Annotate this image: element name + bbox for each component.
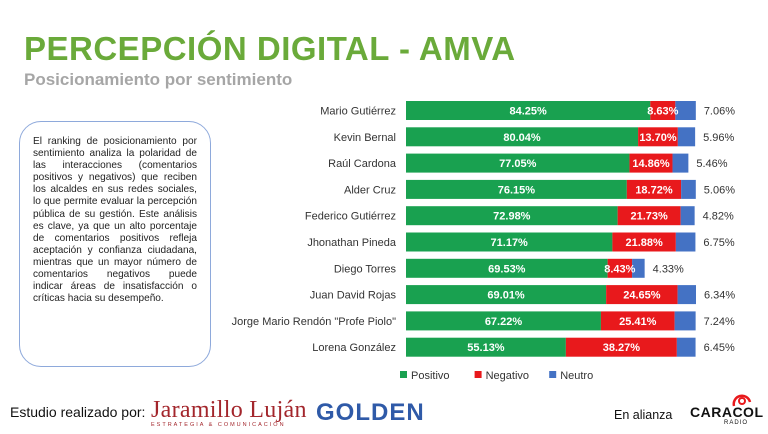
jaramillo-lujan-logo-name: Jaramillo Luján (151, 397, 307, 423)
bar-neutro (675, 101, 696, 120)
bar-neutro (675, 232, 696, 252)
label-negativo: 18.72% (635, 184, 673, 196)
bar-negativo (612, 232, 676, 252)
bar-positivo (406, 153, 630, 173)
legend-swatch-neutro (549, 371, 557, 378)
bar-negativo (606, 285, 678, 305)
label-neutro: 6.75% (703, 237, 734, 249)
caracol-radio-logo: CARACOL RADIO (690, 388, 764, 428)
category-label: Diego Torres (334, 263, 397, 275)
label-negativo: 25.41% (619, 316, 657, 328)
bar-negativo (626, 179, 682, 199)
bar-neutro (680, 206, 695, 226)
label-negativo: 21.88% (625, 237, 663, 249)
bar-positivo (406, 232, 613, 252)
bar-negativo (650, 101, 676, 120)
bar-neutro (674, 311, 696, 331)
bar-positivo (406, 337, 566, 357)
label-neutro: 5.96% (703, 132, 734, 144)
label-positivo: 69.53% (488, 263, 526, 275)
alliance-label: En alianza (614, 408, 673, 422)
label-neutro: 4.82% (703, 211, 734, 223)
category-label: Raúl Cardona (328, 158, 397, 170)
legend-swatch-negativo (474, 371, 482, 378)
label-positivo: 77.05% (499, 158, 537, 170)
legend-swatch-positivo (400, 371, 407, 378)
bar-neutro (672, 153, 689, 173)
label-negativo: 8.63% (647, 106, 678, 118)
label-positivo: 71.17% (491, 237, 529, 249)
bar-neutro (677, 285, 696, 305)
bar-neutro (632, 258, 645, 278)
category-label: Lorena González (312, 342, 396, 354)
label-negativo: 14.86% (632, 158, 670, 170)
label-neutro: 6.45% (704, 342, 735, 354)
label-neutro: 6.34% (704, 290, 735, 302)
label-neutro: 7.06% (704, 106, 735, 118)
label-positivo: 80.04% (503, 132, 541, 144)
category-label: Federico Gutiérrez (305, 211, 396, 223)
bar-positivo (406, 101, 651, 120)
bar-neutro (681, 179, 696, 199)
label-negativo: 24.65% (623, 290, 661, 302)
caracol-swirl-icon (732, 394, 752, 407)
bar-neutro (676, 337, 696, 357)
label-positivo: 76.15% (498, 184, 536, 196)
label-positivo: 55.13% (467, 342, 505, 354)
bar-positivo (406, 127, 639, 147)
bar-positivo (406, 258, 608, 278)
label-positivo: 67.22% (485, 316, 523, 328)
category-label: Jorge Mario Rendón "Profe Piolo" (232, 316, 396, 328)
bar-negativo (617, 206, 681, 226)
page-subtitle: Posicionamiento por sentimiento (24, 70, 293, 89)
legend-label-negativo: Negativo (486, 370, 529, 382)
page-title: PERCEPCIÓN DIGITAL - AMVA (24, 30, 516, 67)
bar-negativo (565, 337, 677, 357)
description-text: El ranking de posicionamiento por sentim… (33, 136, 197, 305)
bar-neutro (677, 127, 696, 147)
caracol-logo-name: CARACOL (690, 404, 764, 420)
label-neutro: 7.24% (704, 316, 735, 328)
category-label: Alder Cruz (344, 184, 396, 196)
label-positivo: 69.01% (487, 290, 525, 302)
category-label: Kevin Bernal (334, 132, 396, 144)
label-negativo: 38.27% (603, 342, 641, 354)
category-label: Mario Gutiérrez (320, 106, 396, 118)
label-positivo: 84.25% (510, 106, 548, 118)
bar-positivo (406, 206, 618, 226)
bar-negativo (638, 127, 678, 147)
category-label: Jhonathan Pineda (307, 237, 397, 249)
bar-negativo (629, 153, 673, 173)
legend-label-neutro: Neutro (560, 370, 593, 382)
category-label: Juan David Rojas (310, 290, 397, 302)
bar-positivo (406, 179, 627, 199)
label-negativo: 8.43% (604, 263, 635, 275)
bar-negativo (600, 311, 675, 331)
label-neutro: 4.33% (653, 263, 684, 275)
golden-logo: GOLDEN (316, 399, 425, 426)
jaramillo-lujan-logo: Jaramillo Luján ESTRATEGIA & COMUNICACIÓ… (151, 397, 307, 428)
bar-negativo (607, 258, 633, 278)
label-neutro: 5.06% (704, 184, 735, 196)
label-neutro: 5.46% (696, 158, 727, 170)
label-positivo: 72.98% (493, 211, 531, 223)
label-negativo: 21.73% (630, 211, 668, 223)
caracol-logo-sub: RADIO (724, 420, 749, 426)
study-label: Estudio realizado por: (10, 404, 146, 420)
legend-label-positivo: Positivo (411, 370, 450, 382)
bar-positivo (406, 311, 601, 331)
bar-positivo (406, 285, 607, 305)
label-negativo: 13.70% (639, 132, 677, 144)
description-box: El ranking de posicionamiento por sentim… (19, 121, 211, 367)
jaramillo-lujan-logo-tag: ESTRATEGIA & COMUNICACIÓN (151, 422, 286, 428)
